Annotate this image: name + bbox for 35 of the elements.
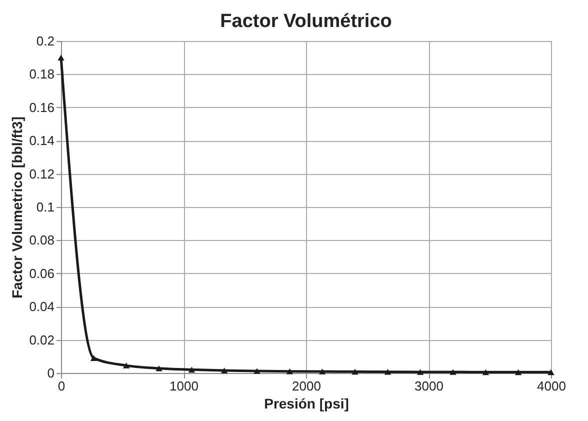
y-tick-label: 0 — [47, 366, 54, 380]
x-axis-title: Presión [psi] — [264, 396, 349, 412]
chart-title: Factor Volumétrico — [220, 11, 392, 32]
y-tick-label: 0.1 — [36, 200, 54, 214]
y-tick-label: 0.16 — [29, 100, 54, 115]
y-tick-label: 0.2 — [36, 34, 54, 48]
point — [58, 54, 64, 61]
y-axis-title: Factor Volumetrico [bbl/ft3] — [9, 116, 26, 298]
x-tick-label: 1000 — [170, 378, 198, 394]
point — [254, 368, 260, 374]
y-tick-label: 0.06 — [29, 266, 54, 281]
y-tick-label: 0.04 — [29, 299, 54, 314]
point — [286, 368, 294, 374]
point — [188, 366, 196, 373]
x-tick-label: 3000 — [414, 378, 444, 394]
point — [450, 369, 456, 375]
point — [122, 362, 130, 368]
point — [482, 369, 490, 376]
point — [156, 365, 162, 372]
point — [220, 368, 228, 374]
point — [90, 355, 98, 361]
y-tick-label: 0.14 — [29, 133, 54, 148]
point — [384, 368, 392, 375]
x-tick-label: 0 — [58, 378, 66, 394]
x-tick-label: 2000 — [292, 378, 321, 394]
point — [318, 368, 326, 374]
y-tick-label: 0.18 — [29, 66, 54, 82]
point — [416, 369, 424, 375]
y-tick-label: 0.02 — [29, 332, 54, 348]
y-tick-label: 0.08 — [29, 232, 54, 248]
x-tick-label: 4000 — [537, 378, 566, 394]
point — [548, 369, 554, 376]
point — [514, 369, 522, 376]
y-tick-label: 0.12 — [29, 166, 54, 182]
point — [352, 368, 358, 375]
